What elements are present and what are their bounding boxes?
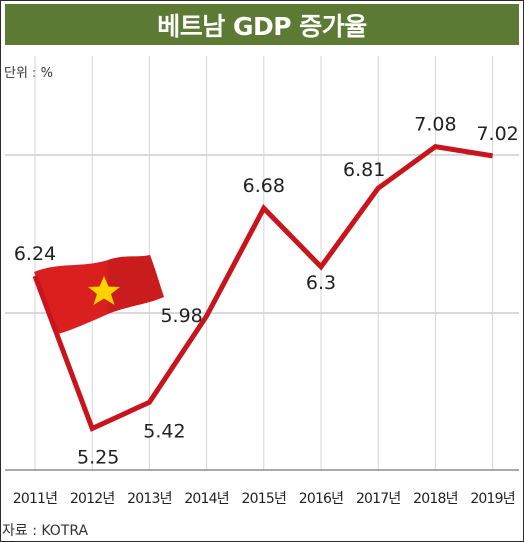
x-tick-label: 2012년 xyxy=(70,491,115,507)
data-label: 6.68 xyxy=(243,175,285,197)
x-tick-label: 2016년 xyxy=(299,491,344,507)
data-label: 5.42 xyxy=(143,420,185,442)
data-label: 5.98 xyxy=(160,305,202,327)
x-tick-label: 2011년 xyxy=(13,491,58,507)
vietnam-flag xyxy=(34,255,164,334)
source-note: 자료 : KOTRA xyxy=(2,523,89,539)
x-tick-label: 2017년 xyxy=(356,491,401,507)
series-line xyxy=(32,143,494,432)
data-label: 5.25 xyxy=(77,446,119,468)
data-label: 7.08 xyxy=(414,114,456,136)
x-tick-label: 2015년 xyxy=(242,491,287,507)
series-polyline xyxy=(32,143,494,432)
unit-label: 단위 : % xyxy=(4,66,53,81)
x-tick-label: 2019년 xyxy=(470,491,515,507)
data-label: 6.3 xyxy=(306,272,336,294)
flag-shade xyxy=(108,255,164,314)
x-tick-label: 2013년 xyxy=(127,491,172,507)
data-labels: 6.24 5.25 5.42 5.98 6.68 6.3 6.81 7.08 7.02 xyxy=(14,114,519,469)
title-bar: 베트남 GDP 증가율 xyxy=(5,4,519,45)
chart-title: 베트남 GDP 증가율 xyxy=(157,11,367,41)
x-tick-label: 2014년 xyxy=(184,491,229,507)
data-label: 6.81 xyxy=(343,159,385,181)
star-icon xyxy=(88,276,120,305)
x-tick-label: 2018년 xyxy=(413,491,458,507)
data-label: 7.02 xyxy=(476,123,518,145)
data-label: 6.24 xyxy=(14,243,56,265)
x-axis: 2011년 2012년 2013년 2014년 2015년 2016년 2017년 2018년… xyxy=(5,469,519,507)
